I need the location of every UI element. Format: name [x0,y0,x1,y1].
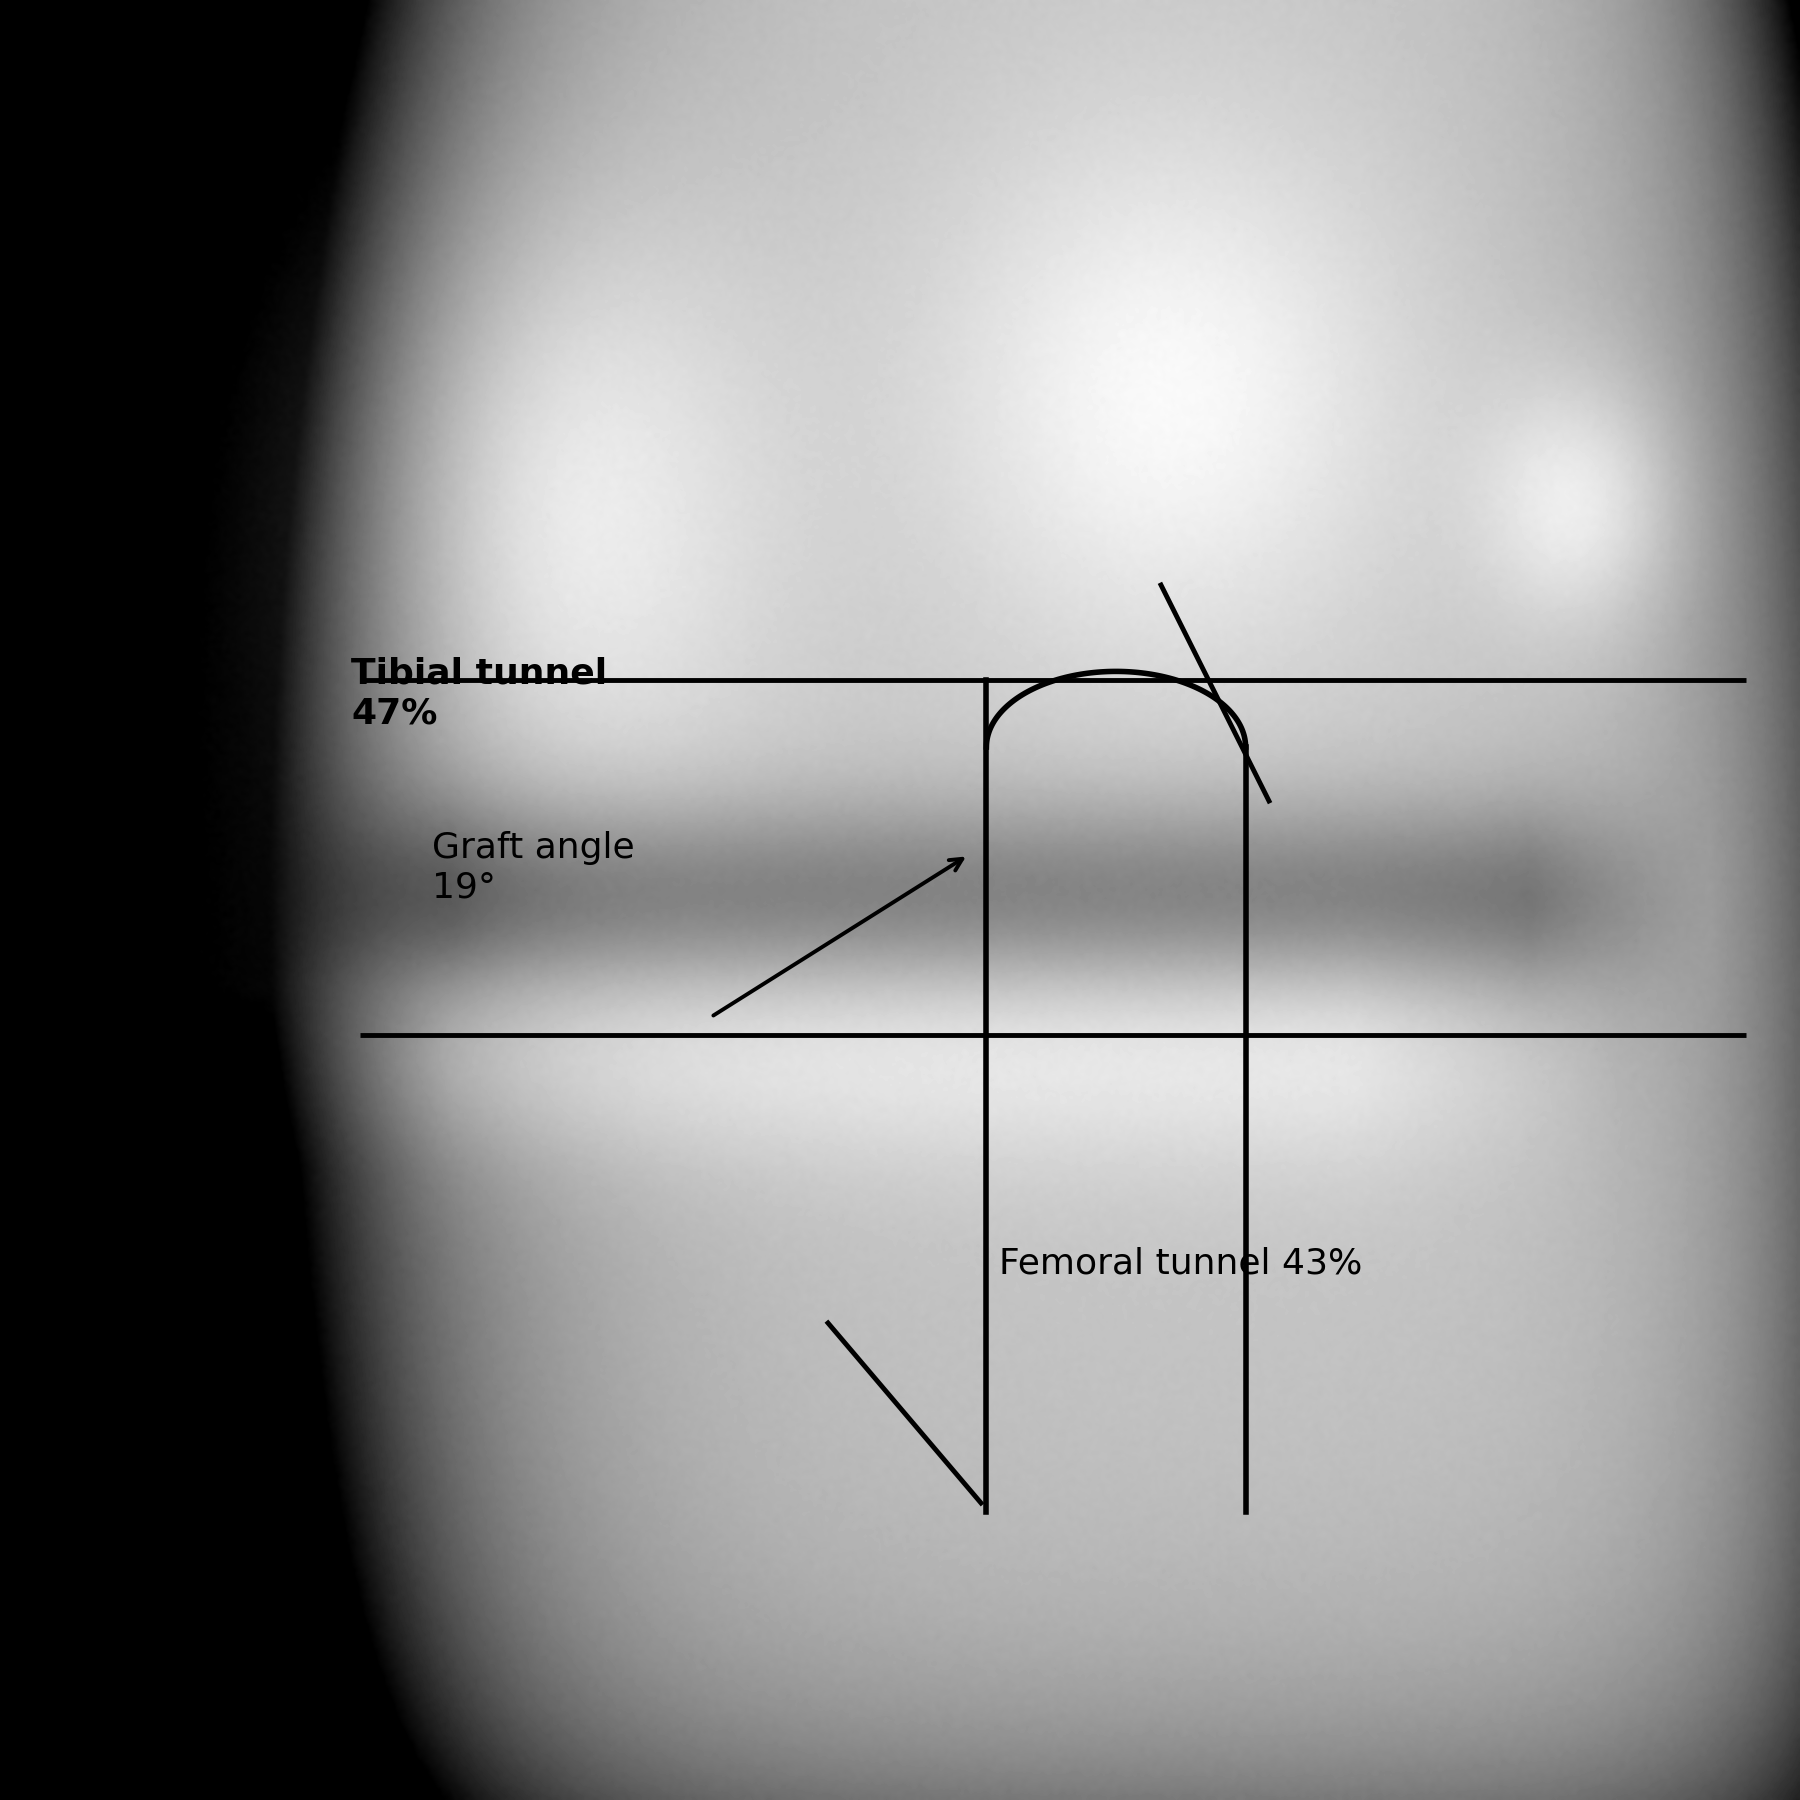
Text: Graft angle
19°: Graft angle 19° [432,832,635,904]
Text: Tibial tunnel
47%: Tibial tunnel 47% [351,657,607,731]
Text: Femoral tunnel 43%: Femoral tunnel 43% [999,1247,1363,1280]
